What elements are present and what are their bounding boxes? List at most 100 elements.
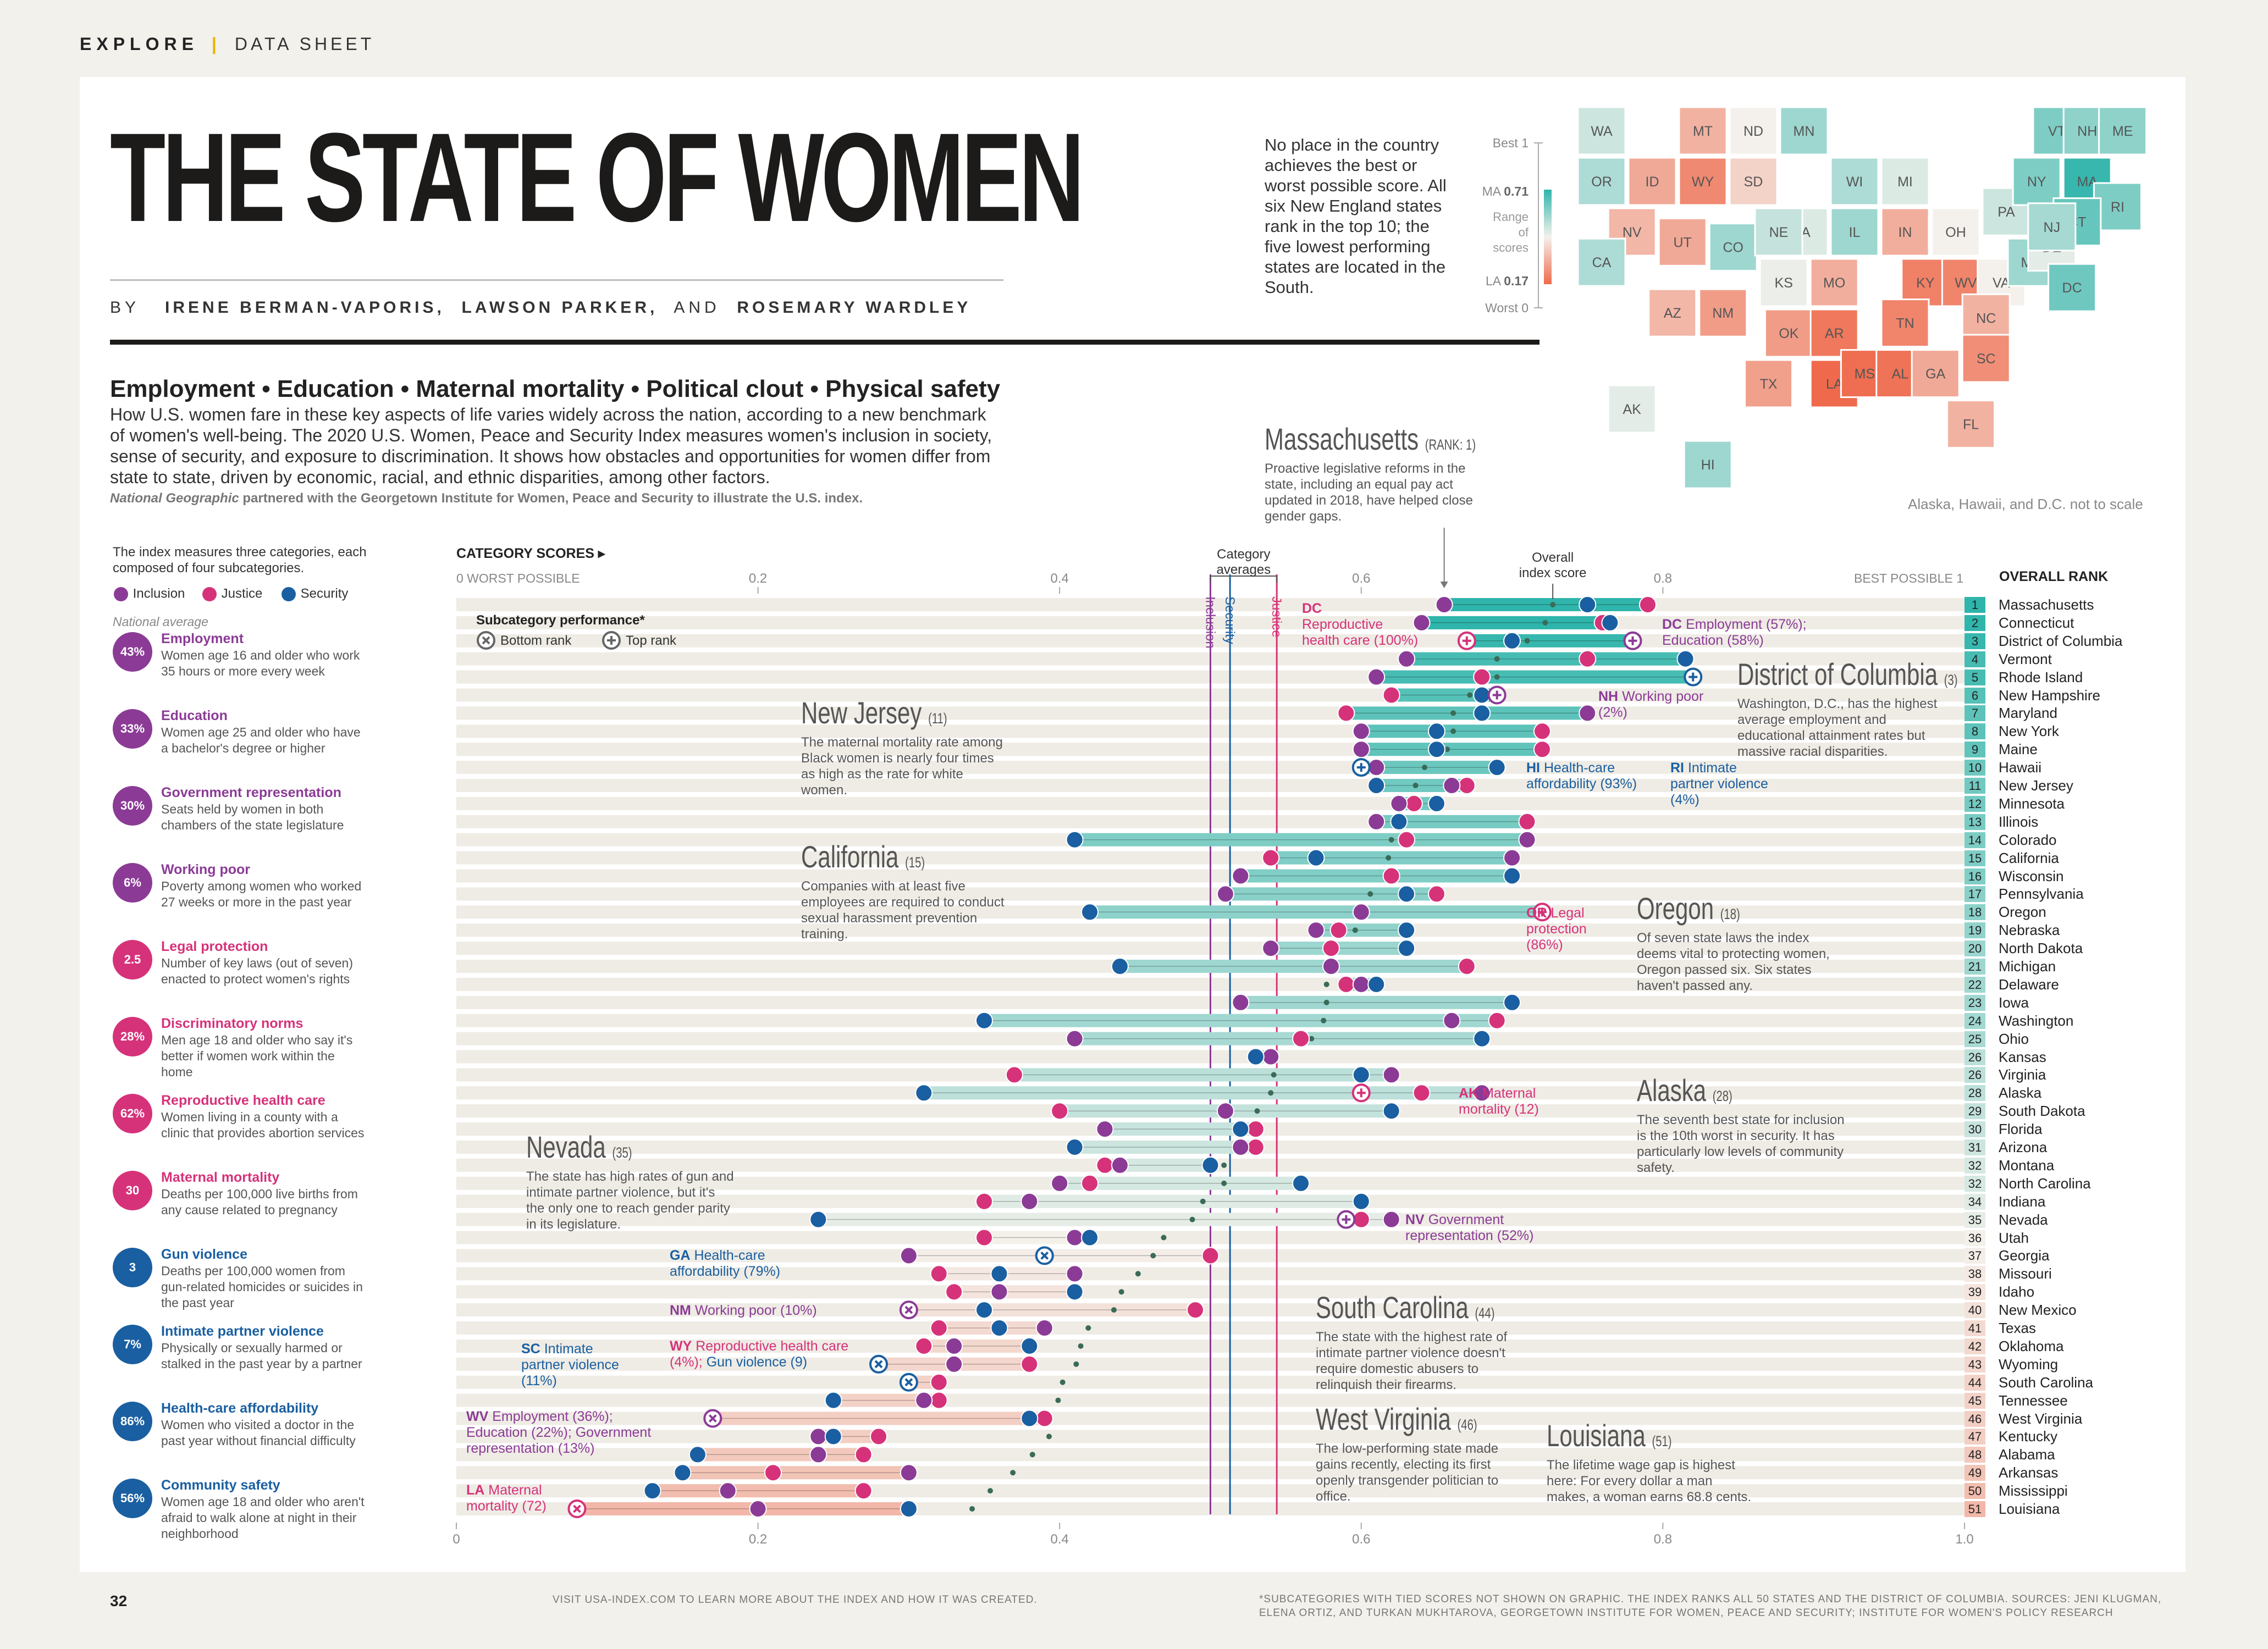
rank-state-name: New York <box>1999 723 2059 740</box>
rank-state-name: Ohio <box>1999 1030 2029 1047</box>
map-label-wy: WY <box>1692 174 1714 190</box>
legend-ma-value: 0.71 <box>1504 184 1528 198</box>
category-range-bar <box>908 1303 1196 1317</box>
map-label-ri: RI <box>2111 200 2124 215</box>
rank-state-name: Michigan <box>1999 958 2056 975</box>
security-dot <box>975 1011 994 1030</box>
subcategory-description: Poverty among women who worked 27 weeks … <box>161 879 362 909</box>
rank-number: 29 <box>1965 1103 1985 1120</box>
map-label-ca: CA <box>1592 255 1612 270</box>
inclusion-dot <box>900 1247 918 1265</box>
subcategory-name: Working poor <box>161 862 251 877</box>
inclusion-dot <box>1352 975 1370 993</box>
rank-row: 50 Mississippi <box>1965 1483 2068 1499</box>
subcategory-national-average: 3 <box>113 1248 152 1287</box>
category-range-bar <box>713 1412 1045 1425</box>
bottom-rank-label: Bottom rank <box>500 633 572 648</box>
x-glyph <box>1040 1251 1049 1260</box>
inclusion-dot <box>809 1446 827 1464</box>
map-state-mn <box>1779 106 1829 156</box>
rank-row: 2 Connecticut <box>1965 615 2074 631</box>
rank-row: 35 Nevada <box>1965 1211 2048 1228</box>
subcategory-name: Education <box>161 708 228 723</box>
justice-dot <box>930 1391 948 1409</box>
annotation-oregon-text: Of seven state laws the index deems vita… <box>1637 931 1830 993</box>
rank-number: 32 <box>1965 1175 1985 1192</box>
rank-number: 36 <box>1965 1230 1985 1246</box>
rank-state-name: Idaho <box>1999 1283 2035 1301</box>
x-tick-bottom: 0.6 <box>1352 1532 1370 1547</box>
annotation-south-carolina-text: The state with the highest rate of intim… <box>1316 1330 1508 1392</box>
rank-row: 18 Oregon <box>1965 904 2046 921</box>
security-dot <box>990 1319 1008 1337</box>
rank-row: 7 Maryland <box>1965 705 2057 722</box>
category-range-bar <box>984 1014 1497 1027</box>
overall-index-dot <box>1029 1452 1035 1458</box>
rank-state-name: District of Columbia <box>1999 632 2123 649</box>
rank-state-name: Delaware <box>1999 976 2059 993</box>
rank-number: 23 <box>1965 994 1985 1011</box>
inclusion-dot <box>1443 1011 1461 1030</box>
category-range-bar <box>1014 1068 1392 1082</box>
security-dot <box>1111 958 1129 975</box>
rank-row: 21 Michigan <box>1965 959 2056 975</box>
x-glyph <box>874 1360 883 1369</box>
plus-glyph <box>1356 763 1366 772</box>
rank-number: 21 <box>1965 959 1985 975</box>
rank-row: 34 Indiana <box>1965 1193 2045 1210</box>
rank-state-name: Pennsylvania <box>1999 886 2084 903</box>
map-label-nh: NH <box>2077 124 2097 139</box>
annotation-nevada: Nevada (35) The state has high rates of … <box>526 1131 735 1232</box>
callout-wv-code: WV <box>466 1409 489 1424</box>
category-range-bar <box>1059 1176 1301 1190</box>
rank-number: 8 <box>1965 723 1985 740</box>
map-state-me <box>2098 106 2148 156</box>
inclusion-dot <box>1096 1120 1114 1138</box>
inclusion-dot <box>1216 1102 1234 1120</box>
inclusion-dot <box>809 1427 827 1446</box>
inclusion-dot <box>1398 650 1416 668</box>
overall-index-dot <box>969 1506 975 1512</box>
rank-number: 46 <box>1965 1410 1985 1427</box>
credit-text: partnered with the Georgetown Institute … <box>239 491 863 506</box>
categories-intro: The index measures three categories, eac… <box>113 545 367 576</box>
justice-dot <box>1246 1138 1265 1156</box>
security-dot <box>1081 1229 1099 1247</box>
callout-nv: NV Government representation (52%) <box>1405 1212 1570 1244</box>
security-dot <box>824 1391 842 1409</box>
callout-hi-text: Health-care affordability (93%) <box>1526 760 1637 792</box>
justice-dot <box>1262 849 1280 867</box>
justice-dot <box>1051 1102 1069 1120</box>
justice-dot <box>945 1283 963 1301</box>
annotation-alaska: Alaska (28) The seventh best state for i… <box>1637 1075 1846 1176</box>
x-tick-top: 0.4 <box>1051 571 1069 586</box>
justice-dot <box>1187 1301 1205 1319</box>
overall-index-dot <box>1309 1036 1315 1042</box>
subcategory-national-average: 2.5 <box>113 940 152 980</box>
rank-number: 10 <box>1965 760 1985 776</box>
map-label-la: LA <box>1826 377 1843 392</box>
annotation-massachusetts-text: Proactive legislative reforms in the sta… <box>1265 461 1473 524</box>
annotation-west-virginia-rank: (46) <box>1457 1416 1477 1433</box>
justice-dot <box>1533 740 1551 759</box>
subcategory-national-average: 7% <box>113 1325 152 1364</box>
annotation-south-carolina-name: South Carolina <box>1316 1290 1469 1325</box>
rank-state-name: Wyoming <box>1999 1355 2059 1373</box>
map-label-ar: AR <box>1825 326 1844 341</box>
rank-row: 5 Rhode Island <box>1965 669 2083 685</box>
inclusion-dot <box>1352 903 1370 921</box>
national-average-label: National average <box>113 615 208 629</box>
overall-index-dot <box>1494 656 1500 662</box>
security-dot <box>975 1301 994 1319</box>
inclusion-dot <box>1035 1319 1053 1337</box>
category-average-bracket <box>1210 576 1278 583</box>
subcategory-name: Government representation <box>161 785 341 800</box>
annotation-louisiana-name: Louisiana <box>1547 1418 1646 1453</box>
inclusion-dot <box>1307 921 1325 939</box>
subcategory-description: Seats held by women in both chambers of … <box>161 802 344 832</box>
map-label-hi: HI <box>1701 457 1715 473</box>
best-possible-label: BEST POSSIBLE 1 <box>1854 571 1963 585</box>
annotation-new-jersey: New Jersey (11) The maternal mortality r… <box>801 697 1010 798</box>
rank-row: 25 Ohio <box>1965 1031 2029 1047</box>
justice-dot <box>1458 958 1476 975</box>
